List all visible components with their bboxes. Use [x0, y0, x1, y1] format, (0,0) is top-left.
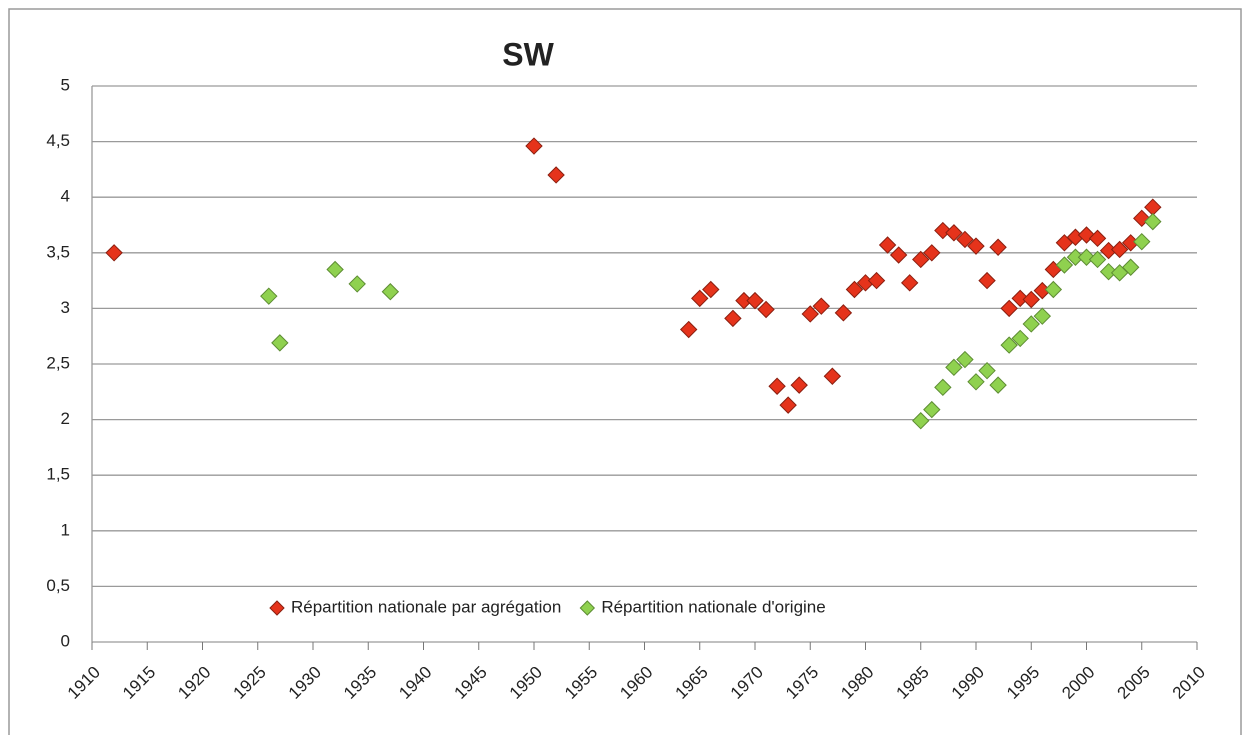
point	[260, 287, 278, 305]
point	[779, 396, 797, 414]
y-tick-label: 4	[61, 187, 70, 206]
point	[1000, 299, 1018, 318]
point	[823, 367, 842, 385]
point	[912, 250, 930, 269]
point	[768, 377, 786, 395]
point	[1022, 315, 1040, 333]
point	[1011, 329, 1029, 348]
point	[691, 289, 709, 308]
point	[1133, 232, 1151, 251]
point	[1099, 262, 1118, 281]
y-tick-label: 3,5	[46, 242, 70, 261]
legend-label: Répartition nationale d'origine	[601, 597, 825, 616]
point	[945, 358, 963, 377]
point	[923, 400, 941, 419]
point	[1044, 280, 1063, 299]
point	[956, 350, 974, 369]
point	[1110, 240, 1129, 259]
point	[547, 166, 565, 184]
point	[1121, 258, 1140, 276]
point	[812, 297, 831, 315]
point	[834, 304, 853, 322]
y-tick-label: 0	[61, 631, 70, 650]
point	[790, 376, 808, 394]
point	[934, 221, 952, 240]
point	[1088, 250, 1107, 269]
point	[757, 300, 775, 319]
point	[105, 244, 123, 262]
point	[525, 137, 543, 155]
point	[912, 412, 930, 430]
point	[978, 271, 996, 290]
legend-marker	[579, 600, 596, 616]
point	[679, 320, 698, 339]
y-tick-label: 0,5	[46, 576, 70, 595]
point	[989, 238, 1007, 256]
point	[1022, 290, 1040, 309]
point	[326, 260, 344, 279]
point	[348, 275, 366, 293]
y-tick-label: 1	[61, 520, 70, 539]
y-tick-label: 2	[61, 409, 70, 428]
chart-frame	[8, 8, 1242, 735]
point	[1011, 289, 1029, 308]
y-tick-label: 3	[61, 298, 70, 317]
point	[878, 236, 897, 254]
point	[967, 373, 985, 391]
point	[702, 280, 720, 299]
point	[1077, 248, 1096, 266]
point	[271, 334, 289, 352]
chart-title: SW	[502, 36, 554, 72]
point	[381, 283, 400, 301]
point	[1033, 307, 1052, 325]
point	[845, 280, 864, 299]
y-tick-label: 2,5	[46, 353, 70, 372]
y-tick-label: 5	[61, 75, 70, 94]
point	[801, 305, 819, 323]
point	[945, 224, 963, 242]
point	[989, 376, 1007, 394]
point	[1000, 336, 1018, 354]
point	[746, 291, 764, 310]
point	[724, 309, 742, 328]
point	[967, 237, 985, 255]
legend-label: Répartition nationale par agrégation	[291, 597, 561, 616]
point	[923, 244, 941, 262]
y-tick-label: 4,5	[46, 131, 70, 150]
point	[1144, 212, 1162, 231]
point	[1088, 229, 1107, 248]
point	[978, 361, 996, 380]
point	[934, 378, 952, 397]
point	[1055, 256, 1074, 274]
y-tick-label: 1,5	[46, 465, 70, 484]
point	[867, 271, 886, 290]
point	[889, 246, 908, 264]
legend-marker	[269, 600, 285, 616]
point	[956, 230, 974, 249]
point	[900, 274, 919, 292]
